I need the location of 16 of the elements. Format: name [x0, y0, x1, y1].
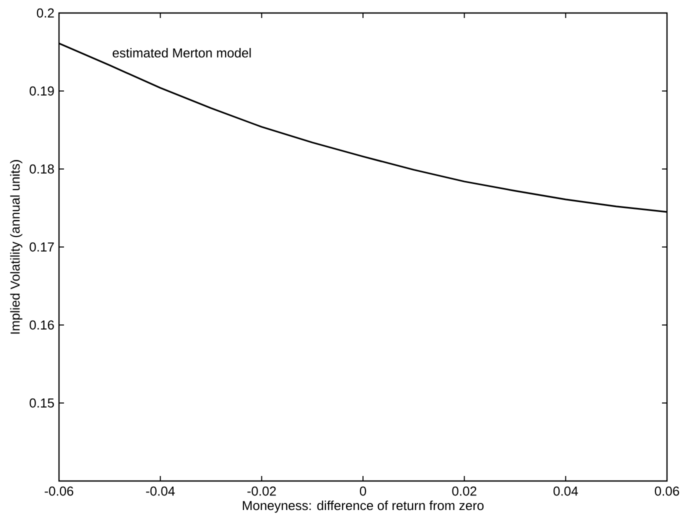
- x-tick-label: -0.02: [247, 486, 276, 496]
- x-tick-label: 0.02: [452, 486, 476, 496]
- y-tick-label: 0.16: [30, 320, 54, 330]
- x-tick-label: 0.04: [554, 486, 578, 496]
- x-tick-label: 0: [360, 486, 366, 496]
- y-tick-label: 0.19: [30, 86, 54, 96]
- x-tick-label: -0.06: [44, 486, 74, 496]
- x-axis-title: Moneyness: difference of return from zero: [242, 500, 484, 513]
- y-tick-label: 0.18: [30, 164, 54, 174]
- x-tick-label: -0.04: [146, 486, 175, 496]
- y-tick-label: 0.17: [30, 242, 54, 252]
- y-tick-label: 0.15: [30, 398, 54, 408]
- y-axis-title: Implied Volatility (annual units): [10, 160, 22, 334]
- y-tick-label: 0.2: [36, 8, 54, 18]
- series-label: estimated Merton model: [112, 48, 251, 58]
- x-tick-label: 0.06: [654, 486, 680, 496]
